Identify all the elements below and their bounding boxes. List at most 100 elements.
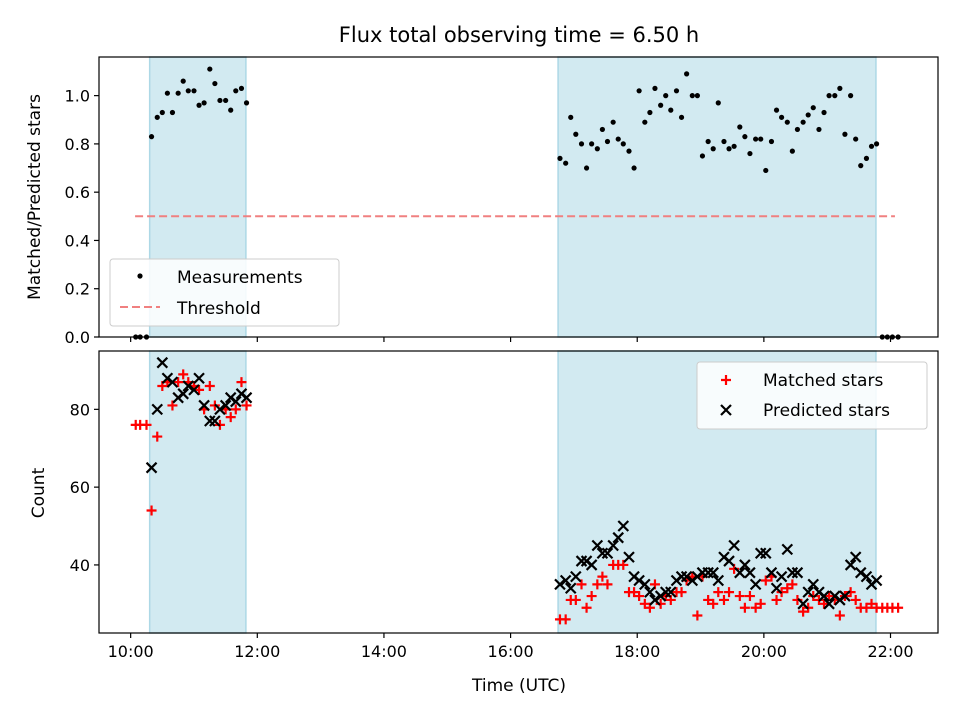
legend-threshold-label: Threshold — [176, 299, 261, 319]
matched-stars-point — [760, 575, 771, 586]
measurement-point — [599, 126, 606, 133]
measurement-point — [583, 165, 590, 171]
matched-stars-point — [230, 404, 241, 415]
measurement-point — [715, 100, 721, 106]
predicted-stars-point — [591, 539, 604, 552]
measurement-point — [737, 124, 743, 130]
predicted-stars-point — [707, 566, 719, 579]
measurement-point — [747, 150, 753, 157]
predicted-stars-point — [665, 586, 677, 598]
matched-stars-point — [570, 594, 581, 605]
predicted-stars-point — [617, 520, 630, 532]
measurement-point — [159, 109, 165, 116]
matched-stars-point — [173, 377, 184, 388]
x-tick-label: 10:00 — [108, 642, 154, 661]
predicted-stars-point — [734, 566, 746, 579]
matched-stars-point — [782, 583, 793, 594]
measurement-point — [689, 93, 695, 99]
measurement-point — [753, 136, 759, 142]
y-tick-label: 40 — [70, 556, 90, 575]
measurement-point — [758, 136, 764, 142]
measurement-point — [858, 163, 864, 169]
y-tick-label: 1.0 — [65, 87, 90, 106]
matched-stars-point — [692, 610, 703, 621]
legend-predicted-swatch — [720, 404, 732, 416]
measurement-point — [853, 136, 859, 142]
legend-measurement-swatch — [137, 273, 143, 279]
predicted-stars-point — [219, 399, 232, 412]
measurement-point — [789, 148, 795, 154]
matched-stars-point — [739, 602, 750, 613]
matched-stars-point — [834, 610, 845, 621]
predicted-stars-point — [712, 574, 725, 587]
x-tick-label: 12:00 — [234, 642, 280, 661]
measurement-point — [594, 146, 600, 152]
measurement-point — [652, 85, 658, 91]
predicted-stars-point — [644, 586, 656, 598]
matched-stars-point — [581, 602, 592, 613]
y-tick-label: 0.4 — [65, 231, 90, 250]
bottom-panel: 40 60 80 10:00 12:00 14:00 16:00 18:00 20:00 22:0… — [70, 350, 939, 661]
measurement-point — [842, 131, 848, 137]
measurement-point — [805, 112, 811, 118]
predicted-stars-point — [612, 531, 625, 544]
predicted-stars-point — [807, 578, 820, 591]
measurement-point — [810, 105, 816, 111]
measurement-point — [191, 88, 197, 94]
measurement-point — [223, 97, 229, 104]
predicted-stars-point — [849, 551, 862, 563]
predicted-stars-point — [193, 372, 205, 385]
measurement-point — [668, 107, 674, 113]
measurement-point — [631, 165, 637, 171]
measurement-point — [228, 107, 234, 113]
x-axis-label: Time (UTC) — [471, 676, 566, 696]
predicted-stars-point — [166, 376, 179, 388]
matched-stars-point — [592, 579, 603, 590]
predicted-stars-point — [791, 566, 804, 579]
measurement-point — [731, 143, 737, 149]
measurement-point — [742, 134, 748, 140]
measurement-point — [578, 141, 585, 147]
predicted-stars-point — [209, 415, 221, 427]
matched-stars-point — [750, 602, 761, 613]
predicted-stars-point — [188, 384, 200, 396]
y-tick-label: 0.8 — [65, 135, 90, 154]
measurement-point — [642, 119, 648, 125]
legend-box — [696, 361, 928, 430]
matched-stars-point — [576, 579, 587, 590]
matched-stars-point — [146, 505, 157, 516]
matched-stars-point — [850, 594, 861, 605]
measurement-point — [620, 141, 626, 147]
measurement-point — [196, 102, 202, 108]
measurement-point — [180, 78, 186, 84]
measurement-point — [821, 109, 827, 116]
matched-stars-point — [824, 591, 835, 602]
measurement-point — [148, 134, 155, 140]
predicted-stars-point — [145, 461, 158, 474]
matched-stars-point — [241, 400, 252, 411]
predicted-stars-point — [601, 547, 614, 560]
measurement-point — [217, 97, 223, 104]
measurement-point — [726, 146, 732, 152]
matched-stars-point — [178, 369, 189, 380]
predicted-stars-point — [680, 570, 693, 583]
measurement-point — [568, 114, 574, 120]
matched-stars-point — [787, 579, 798, 590]
measurement-point — [826, 93, 832, 99]
measurement-point — [233, 88, 239, 94]
plot-frame — [98, 56, 939, 338]
predicted-stars-point — [675, 570, 688, 583]
matched-stars-point — [586, 591, 597, 602]
matched-stars-point — [713, 587, 724, 598]
measurement-point — [816, 126, 822, 133]
predicted-stars-point — [775, 570, 788, 583]
top-y-axis-label: Matched/Predicted stars — [25, 94, 45, 300]
matched-stars-point — [194, 384, 205, 395]
predicted-stars-point — [739, 559, 751, 571]
legend-measurements-label: Measurements — [177, 268, 303, 288]
matched-stars-point — [597, 571, 608, 582]
predicted-stars-point — [623, 551, 635, 563]
measurement-point — [626, 148, 632, 154]
matched-stars-point — [639, 598, 650, 609]
